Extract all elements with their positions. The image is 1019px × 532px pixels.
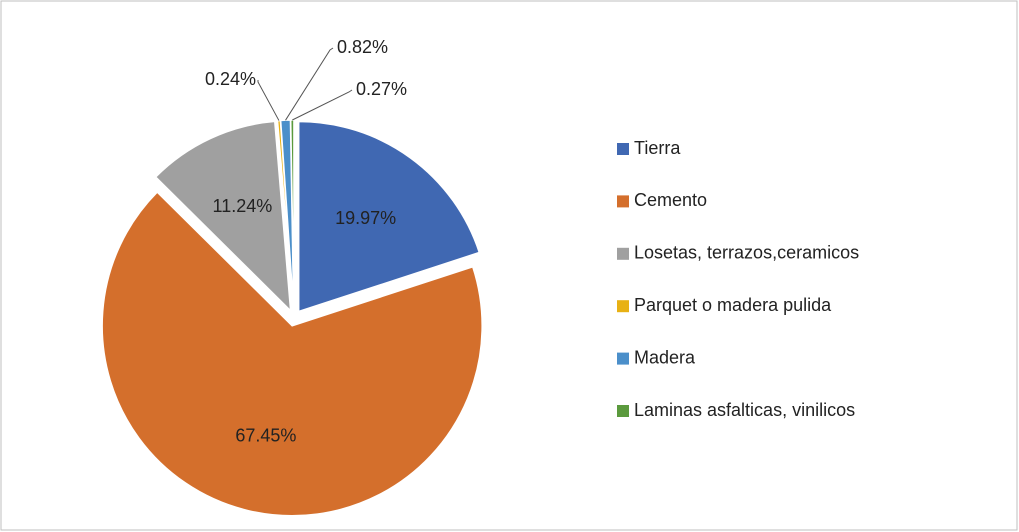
leader-line	[257, 80, 280, 121]
data-label: 0.24%	[205, 69, 256, 89]
legend-label: Madera	[634, 347, 696, 367]
data-label: 67.45%	[235, 425, 296, 445]
legend-swatch	[617, 405, 629, 417]
legend-label: Cemento	[634, 190, 707, 210]
data-label: 0.82%	[337, 37, 388, 57]
pie-slice	[101, 190, 483, 517]
data-label: 11.24%	[213, 196, 273, 216]
legend-swatch	[617, 143, 629, 155]
legend-label: Laminas asfalticas, vinilicos	[634, 400, 855, 420]
legend-swatch	[617, 352, 629, 365]
legend-label: Losetas, terrazos,ceramicos	[634, 243, 859, 263]
legend-label: Tierra	[634, 138, 681, 158]
legend-label: Parquet o madera pulida	[634, 295, 832, 315]
pie-slice	[154, 120, 292, 313]
legend-swatch	[617, 247, 629, 260]
data-label: 0.27%	[356, 79, 407, 99]
data-label: 19.97%	[335, 208, 396, 228]
legend-swatch	[617, 195, 629, 208]
leader-line	[285, 47, 334, 121]
legend-swatch	[617, 300, 629, 313]
leader-line	[292, 89, 353, 121]
pie-slice	[297, 120, 481, 313]
